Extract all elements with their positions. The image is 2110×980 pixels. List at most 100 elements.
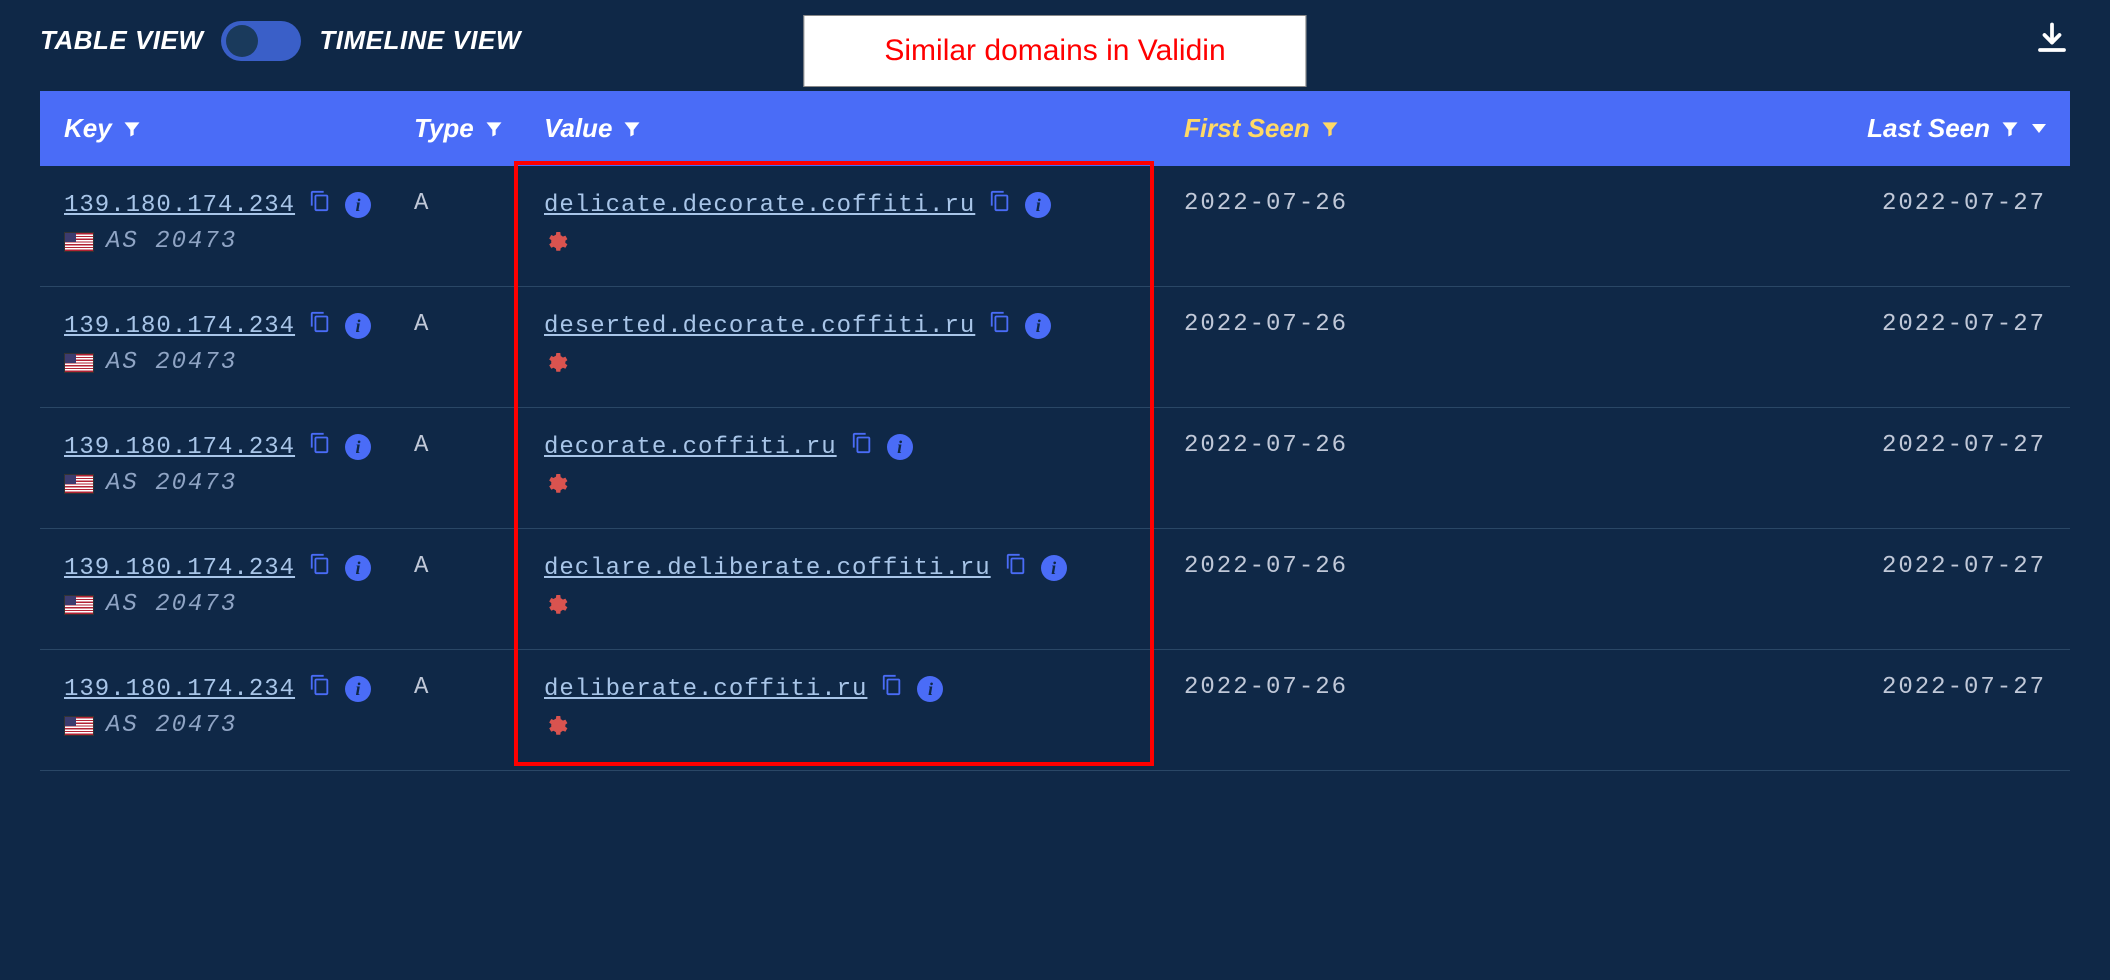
cell-key: 139.180.174.234 i AS 20473	[64, 674, 414, 746]
cell-first-seen: 2022-07-26	[1184, 190, 1414, 262]
table-row: 139.180.174.234iAS 20473Adeliberate.coff…	[40, 650, 2070, 771]
header-last-seen[interactable]: Last Seen	[1414, 113, 2046, 144]
info-icon[interactable]: i	[345, 676, 371, 702]
header-key[interactable]: Key	[64, 113, 414, 144]
cell-first-seen: 2022-07-26	[1184, 432, 1414, 504]
table-header-row: Key Type Value First Seen Last Seen	[40, 91, 2070, 166]
asn-text: AS 20473	[106, 591, 237, 618]
asn-text: AS 20473	[106, 228, 237, 255]
table-body: 139.180.174.234 i AS 20473 Adelicate.decora…	[40, 166, 2070, 771]
cell-last-seen: 2022-07-27	[1414, 553, 2046, 625]
domain-link[interactable]: decorate.coffiti.ru	[544, 434, 837, 461]
ip-link[interactable]: 139.180.174.234	[64, 313, 295, 340]
flag-us-icon	[64, 353, 94, 373]
domain-link[interactable]: deserted.decorate.coffiti.ru	[544, 313, 975, 340]
cell-first-seen: 2022-07-26	[1184, 674, 1414, 746]
sort-desc-icon	[2032, 124, 2046, 133]
copy-icon[interactable]	[309, 311, 331, 341]
download-button[interactable]	[2034, 20, 2070, 61]
copy-icon[interactable]	[989, 190, 1011, 220]
header-type-label: Type	[414, 113, 474, 144]
threat-gear-icon[interactable]	[544, 477, 568, 504]
header-first-seen-label: First Seen	[1184, 113, 1310, 144]
copy-icon[interactable]	[309, 553, 331, 583]
copy-icon[interactable]	[309, 432, 331, 462]
cell-last-seen: 2022-07-27	[1414, 432, 2046, 504]
header-key-label: Key	[64, 113, 112, 144]
cell-last-seen: 2022-07-27	[1414, 674, 2046, 746]
flag-us-icon	[64, 232, 94, 252]
cell-value: declare.deliberate.coffiti.ru i	[544, 553, 1184, 625]
domain-link[interactable]: declare.deliberate.coffiti.ru	[544, 555, 991, 582]
flag-us-icon	[64, 595, 94, 615]
copy-icon[interactable]	[851, 432, 873, 462]
cell-first-seen: 2022-07-26	[1184, 311, 1414, 383]
annotation-text: Similar domains in Validin	[884, 34, 1225, 67]
ip-link[interactable]: 139.180.174.234	[64, 555, 295, 582]
header-type[interactable]: Type	[414, 113, 544, 144]
filter-icon	[1320, 119, 1340, 139]
filter-icon	[122, 119, 142, 139]
copy-icon[interactable]	[309, 190, 331, 220]
header-value[interactable]: Value	[544, 113, 1184, 144]
filter-icon	[2000, 119, 2020, 139]
info-icon[interactable]: i	[917, 676, 943, 702]
view-toggle-group: TABLE VIEW TIMELINE VIEW	[40, 21, 521, 61]
info-icon[interactable]: i	[345, 313, 371, 339]
cell-key: 139.180.174.234 i AS 20473	[64, 432, 414, 504]
asn-text: AS 20473	[106, 712, 237, 739]
ip-link[interactable]: 139.180.174.234	[64, 192, 295, 219]
header-last-seen-label: Last Seen	[1867, 113, 1990, 144]
threat-gear-icon[interactable]	[544, 356, 568, 383]
copy-icon[interactable]	[1005, 553, 1027, 583]
info-icon[interactable]: i	[345, 192, 371, 218]
cell-type: A	[414, 311, 544, 383]
info-icon[interactable]: i	[1041, 555, 1067, 581]
asn-text: AS 20473	[106, 470, 237, 497]
toggle-knob	[226, 25, 258, 57]
info-icon[interactable]: i	[1025, 313, 1051, 339]
results-table: Key Type Value First Seen Last Seen 139.…	[40, 91, 2070, 771]
cell-type: A	[414, 553, 544, 625]
cell-type: A	[414, 432, 544, 504]
annotation-callout: Similar domains in Validin	[803, 15, 1306, 87]
info-icon[interactable]: i	[345, 555, 371, 581]
view-toggle-switch[interactable]	[221, 21, 301, 61]
filter-icon	[484, 119, 504, 139]
table-row: 139.180.174.234 i AS 20473 Adeclare.deliber…	[40, 529, 2070, 650]
info-icon[interactable]: i	[345, 434, 371, 460]
flag-us-icon	[64, 474, 94, 494]
top-bar: TABLE VIEW TIMELINE VIEW Similar domains…	[40, 20, 2070, 61]
cell-type: A	[414, 190, 544, 262]
info-icon[interactable]: i	[1025, 192, 1051, 218]
cell-value: decorate.coffiti.ru i	[544, 432, 1184, 504]
cell-value: deliberate.coffiti.ru i	[544, 674, 1184, 746]
table-row: 139.180.174.234 i AS 20473 Adeserted.decora…	[40, 287, 2070, 408]
header-first-seen[interactable]: First Seen	[1184, 113, 1414, 144]
copy-icon[interactable]	[881, 674, 903, 704]
domain-link[interactable]: delicate.decorate.coffiti.ru	[544, 192, 975, 219]
cell-key: 139.180.174.234 i AS 20473	[64, 190, 414, 262]
cell-last-seen: 2022-07-27	[1414, 311, 2046, 383]
copy-icon[interactable]	[989, 311, 1011, 341]
info-icon[interactable]: i	[887, 434, 913, 460]
cell-key: 139.180.174.234 i AS 20473	[64, 553, 414, 625]
domain-link[interactable]: deliberate.coffiti.ru	[544, 676, 867, 703]
threat-gear-icon[interactable]	[544, 719, 568, 746]
threat-gear-icon[interactable]	[544, 598, 568, 625]
threat-gear-icon[interactable]	[544, 235, 568, 262]
header-value-label: Value	[544, 113, 612, 144]
table-row: 139.180.174.234 i AS 20473 Adecorate.coffit…	[40, 408, 2070, 529]
timeline-view-label: TIMELINE VIEW	[319, 25, 521, 56]
table-row: 139.180.174.234 i AS 20473 Adelicate.decora…	[40, 166, 2070, 287]
cell-last-seen: 2022-07-27	[1414, 190, 2046, 262]
copy-icon[interactable]	[309, 674, 331, 704]
table-view-label: TABLE VIEW	[40, 25, 203, 56]
flag-us-icon	[64, 716, 94, 736]
cell-value: delicate.decorate.coffiti.ru i	[544, 190, 1184, 262]
cell-first-seen: 2022-07-26	[1184, 553, 1414, 625]
ip-link[interactable]: 139.180.174.234	[64, 676, 295, 703]
ip-link[interactable]: 139.180.174.234	[64, 434, 295, 461]
cell-value: deserted.decorate.coffiti.ru i	[544, 311, 1184, 383]
asn-text: AS 20473	[106, 349, 237, 376]
